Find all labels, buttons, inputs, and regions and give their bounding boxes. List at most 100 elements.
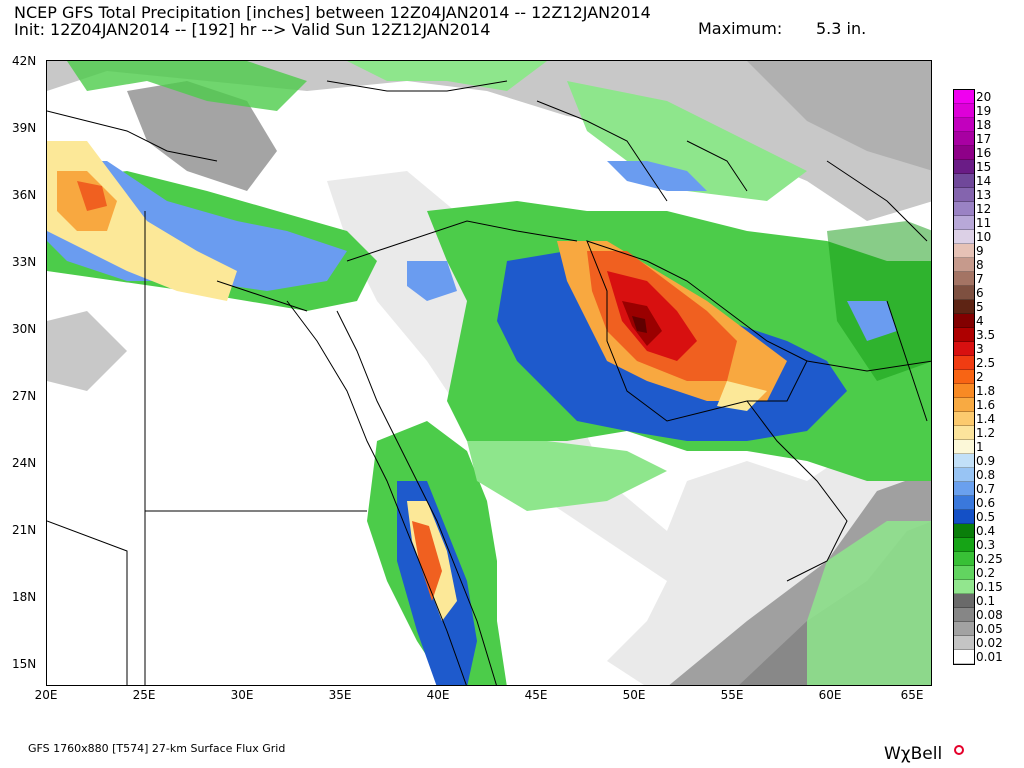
legend-label: 4 xyxy=(976,314,984,328)
legend-label: 0.02 xyxy=(976,636,1003,650)
coast-red-sea-west xyxy=(286,300,467,685)
legend-swatch xyxy=(954,188,974,202)
legend-swatch xyxy=(954,272,974,286)
legend-label: 2.5 xyxy=(976,356,996,370)
legend-swatch xyxy=(954,524,974,538)
legend-swatch xyxy=(954,454,974,468)
wxbell-logo-dot-icon xyxy=(954,745,964,755)
legend-label: 1 xyxy=(976,440,984,454)
legend-label: 19 xyxy=(976,104,992,118)
legend-label: 20 xyxy=(976,90,992,104)
coast-caspian-east xyxy=(686,140,748,192)
legend-label: 15 xyxy=(976,160,992,174)
legend-label: 0.2 xyxy=(976,566,996,580)
legend-swatch xyxy=(954,146,974,160)
lat-label-33n: 33N xyxy=(12,255,37,269)
legend-label: 9 xyxy=(976,244,984,258)
legend-swatch xyxy=(954,118,974,132)
coast-red-sea-east xyxy=(336,310,497,685)
legend-label: 10 xyxy=(976,230,992,244)
legend-swatch xyxy=(954,342,974,356)
legend-label: 1.8 xyxy=(976,384,996,398)
blue-afghan xyxy=(847,301,897,341)
legend-label: 7 xyxy=(976,272,984,286)
lat-label-30n: 30N xyxy=(12,322,37,336)
legend-label: 13 xyxy=(976,188,992,202)
legend-label: 11 xyxy=(976,216,992,230)
legend-label: 0.3 xyxy=(976,538,996,552)
coast-persian-gulf xyxy=(586,240,808,422)
model-info: GFS 1760x880 [T574] 27-km Surface Flux G… xyxy=(28,742,286,755)
legend-swatch xyxy=(954,104,974,118)
legend-label: 16 xyxy=(976,146,992,160)
legend-swatch xyxy=(954,412,974,426)
legend-swatch xyxy=(954,244,974,258)
wxbell-logo: WχBell xyxy=(884,744,943,764)
legend-swatch xyxy=(954,622,974,636)
legend-swatch xyxy=(954,482,974,496)
color-legend xyxy=(953,89,975,665)
legend-swatch xyxy=(954,216,974,230)
legend-label: 0.01 xyxy=(976,650,1003,664)
legend-label: 8 xyxy=(976,258,984,272)
legend-label: 2 xyxy=(976,370,984,384)
legend-swatch xyxy=(954,328,974,342)
legend-label: 0.08 xyxy=(976,608,1003,622)
legend-label: 0.6 xyxy=(976,496,996,510)
legend-label: 12 xyxy=(976,202,992,216)
legend-label: 0.9 xyxy=(976,454,996,468)
green-light-arabia xyxy=(467,441,667,511)
legend-label: 1.2 xyxy=(976,426,996,440)
legend-swatch xyxy=(954,594,974,608)
legend-swatch xyxy=(954,496,974,510)
legend-label: 0.1 xyxy=(976,594,996,608)
lat-label-24n: 24N xyxy=(12,456,37,470)
lon-label-60e: 60E xyxy=(818,688,842,702)
legend-swatch xyxy=(954,384,974,398)
lat-label-39n: 39N xyxy=(12,121,37,135)
gray-band-libya xyxy=(47,311,127,391)
legend-label: 0.25 xyxy=(976,552,1003,566)
lon-label-40e: 40E xyxy=(426,688,450,702)
legend-swatch xyxy=(954,636,974,650)
legend-swatch xyxy=(954,370,974,384)
blue-caspian xyxy=(607,161,707,191)
legend-swatch xyxy=(954,650,974,664)
legend-swatch xyxy=(954,538,974,552)
legend-swatch xyxy=(954,552,974,566)
legend-label: 0.5 xyxy=(976,510,996,524)
border-syria-iraq xyxy=(346,220,578,262)
legend-label: 3 xyxy=(976,342,984,356)
chart-title: NCEP GFS Total Precipitation [inches] be… xyxy=(14,3,651,22)
legend-label: 0.7 xyxy=(976,482,996,496)
legend-label: 1.4 xyxy=(976,412,996,426)
lat-label-15n: 15N xyxy=(12,657,37,671)
legend-swatch xyxy=(954,426,974,440)
legend-label: 3.5 xyxy=(976,328,996,342)
map-canvas xyxy=(47,61,931,685)
coast-oman xyxy=(746,400,848,582)
lon-label-30e: 30E xyxy=(230,688,254,702)
lat-label-36n: 36N xyxy=(12,188,37,202)
legend-swatch xyxy=(954,230,974,244)
green-arabian-sea xyxy=(807,521,931,685)
legend-swatch xyxy=(954,90,974,104)
legend-swatch xyxy=(954,356,974,370)
legend-swatch xyxy=(954,132,974,146)
lon-label-65e: 65E xyxy=(900,688,924,702)
legend-label: 0.05 xyxy=(976,622,1003,636)
legend-swatch xyxy=(954,566,974,580)
legend-swatch xyxy=(954,440,974,454)
maximum-label: Maximum: xyxy=(698,19,783,38)
legend-label: 5 xyxy=(976,300,984,314)
gray-band-aegean xyxy=(127,81,277,191)
legend-label: 18 xyxy=(976,118,992,132)
gray-band-north xyxy=(47,61,931,221)
legend-label: 0.15 xyxy=(976,580,1003,594)
legend-swatch xyxy=(954,286,974,300)
legend-swatch xyxy=(954,510,974,524)
heaviest-precip-core xyxy=(47,141,787,621)
coast-greece-turkey xyxy=(47,110,218,162)
coast-iran-south xyxy=(806,360,931,372)
legend-swatch xyxy=(954,160,974,174)
